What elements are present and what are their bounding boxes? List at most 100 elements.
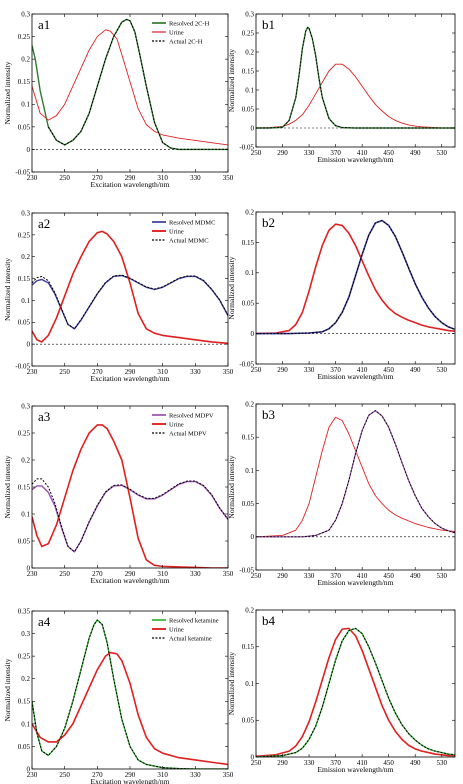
chart-a4: 230 250 270 290 310 330 350 0 0.05 0.1 0.15 0.2 0.25… [3,607,234,784]
panel-label: b3 [262,407,275,422]
legend-entry: Actual ketamine [169,635,212,642]
x-axis-label: Emission wavelength/nm [317,155,393,164]
y-tick-label: 0.05 [18,319,31,327]
series-line-b4-0 [256,627,455,757]
x-tick-label: 350 [223,368,234,376]
y-axis-label: Normalized intensity [227,652,236,715]
x-tick-label: 370 [330,759,341,767]
y-tick-label: 0.25 [18,653,31,661]
y-tick-label: 0 [251,330,255,338]
panel-label: a4 [38,614,51,629]
x-tick-label: 270 [92,368,103,376]
legend-entry: Actual 2C-H [169,38,203,45]
legend-entry: Resolved MDPV [169,412,214,419]
series-line-b3-1 [256,410,455,538]
y-tick-label: 0.05 [242,105,255,113]
panel-label: b4 [262,613,276,628]
y-tick-label: 0.2 [245,208,254,216]
panel-label: a2 [38,216,50,231]
x-tick-label: 250 [251,572,262,580]
y-tick-label: 0 [251,124,255,132]
x-tick-label: 330 [304,759,315,767]
series-line-a4-2 [32,619,228,769]
x-tick-label: 530 [436,366,447,374]
x-tick-label: 350 [223,771,234,779]
y-tick-label: -0.05 [15,362,30,370]
legend-entry: Actual MDPV [169,430,207,437]
x-tick-label: 530 [436,759,447,767]
chart-a3: 230 250 270 290 310 330 350 0 0.05 0.1 0.15 0.2 0.25… [3,402,234,585]
y-tick-label: -0.05 [15,168,30,176]
x-tick-label: 450 [383,149,394,157]
x-tick-label: 370 [330,572,341,580]
y-tick-label: 0.15 [18,275,31,283]
y-tick-label: 0 [27,765,31,773]
y-tick-label: 0.05 [18,123,31,131]
y-axis-label: Normalized intensity [3,658,12,721]
x-tick-label: 290 [277,149,288,157]
x-axis-label: Excitation wavelength/nm [91,576,170,585]
y-tick-label: 0.05 [242,300,255,308]
x-tick-label: 230 [27,771,38,779]
series-line-b1-0 [256,63,455,129]
x-tick-label: 250 [59,771,70,779]
x-tick-label: 490 [410,149,421,157]
x-tick-label: 330 [304,366,315,374]
y-tick-label: 0 [251,533,255,541]
y-tick-label: 0.15 [242,643,255,651]
y-axis-label: Normalized intensity [3,455,12,518]
x-tick-label: 250 [251,149,262,157]
x-tick-label: 330 [304,149,315,157]
y-tick-label: 0.1 [21,297,30,305]
y-tick-label: 0.15 [242,67,255,75]
series-line-a2-2 [32,274,228,330]
x-tick-label: 230 [27,570,38,578]
y-tick-label: 0.15 [18,78,31,86]
x-tick-label: 410 [357,572,368,580]
x-tick-label: 250 [251,366,262,374]
x-tick-label: 250 [251,759,262,767]
series-line-a2-1 [32,230,228,345]
legend-entry: Resolved ketamine [169,617,219,624]
plot-frame [255,13,456,148]
y-tick-label: 0.3 [245,10,254,18]
y-tick-label: 0.25 [18,429,31,437]
y-tick-label: 0.3 [21,10,30,18]
series-line-b4-1 [256,627,455,757]
x-tick-label: 290 [125,771,136,779]
chart-b3: 250 290 330 370 410 450 490 530 -0.05 0 0.05 0.1 0.1… [227,400,456,587]
x-tick-label: 330 [190,174,201,182]
y-tick-label: 0.1 [245,467,254,475]
x-tick-label: 270 [92,570,103,578]
y-tick-label: 0.2 [21,56,30,64]
y-axis-label: Normalized intensity [227,256,236,319]
y-tick-label: 0.05 [18,743,31,751]
x-axis-label: Excitation wavelength/nm [91,374,170,383]
y-tick-label: 0.15 [242,434,255,442]
x-tick-label: 530 [436,149,447,157]
plot-frame [255,403,456,571]
x-tick-label: 250 [59,368,70,376]
y-tick-label: 0.15 [18,483,31,491]
x-tick-label: 250 [59,174,70,182]
y-tick-label: 0.3 [21,209,30,217]
x-tick-label: 350 [223,174,234,182]
x-tick-label: 490 [410,572,421,580]
x-axis-label: Emission wavelength/nm [317,578,393,587]
y-tick-label: 0.2 [21,456,30,464]
legend-entry: Urine [169,29,184,36]
y-tick-label: 0.1 [245,680,254,688]
chart-b4: 250 290 330 370 410 450 490 530 0 0.05 0.1 0.15 0.2 E… [227,606,456,774]
series-line-b1-1 [256,26,455,129]
y-tick-label: -0.05 [239,360,254,368]
x-tick-label: 290 [277,366,288,374]
x-tick-label: 410 [357,366,368,374]
chart-a2: 230 250 270 290 310 330 350 -0.05 0 0.05 0.1 0.15 0.… [3,209,234,383]
x-tick-label: 270 [92,771,103,779]
plot-frame [31,212,229,367]
panel-label: a1 [38,17,50,32]
series-line-b3-0 [256,416,455,538]
x-tick-label: 330 [190,570,201,578]
y-tick-label: 0.15 [242,239,255,247]
